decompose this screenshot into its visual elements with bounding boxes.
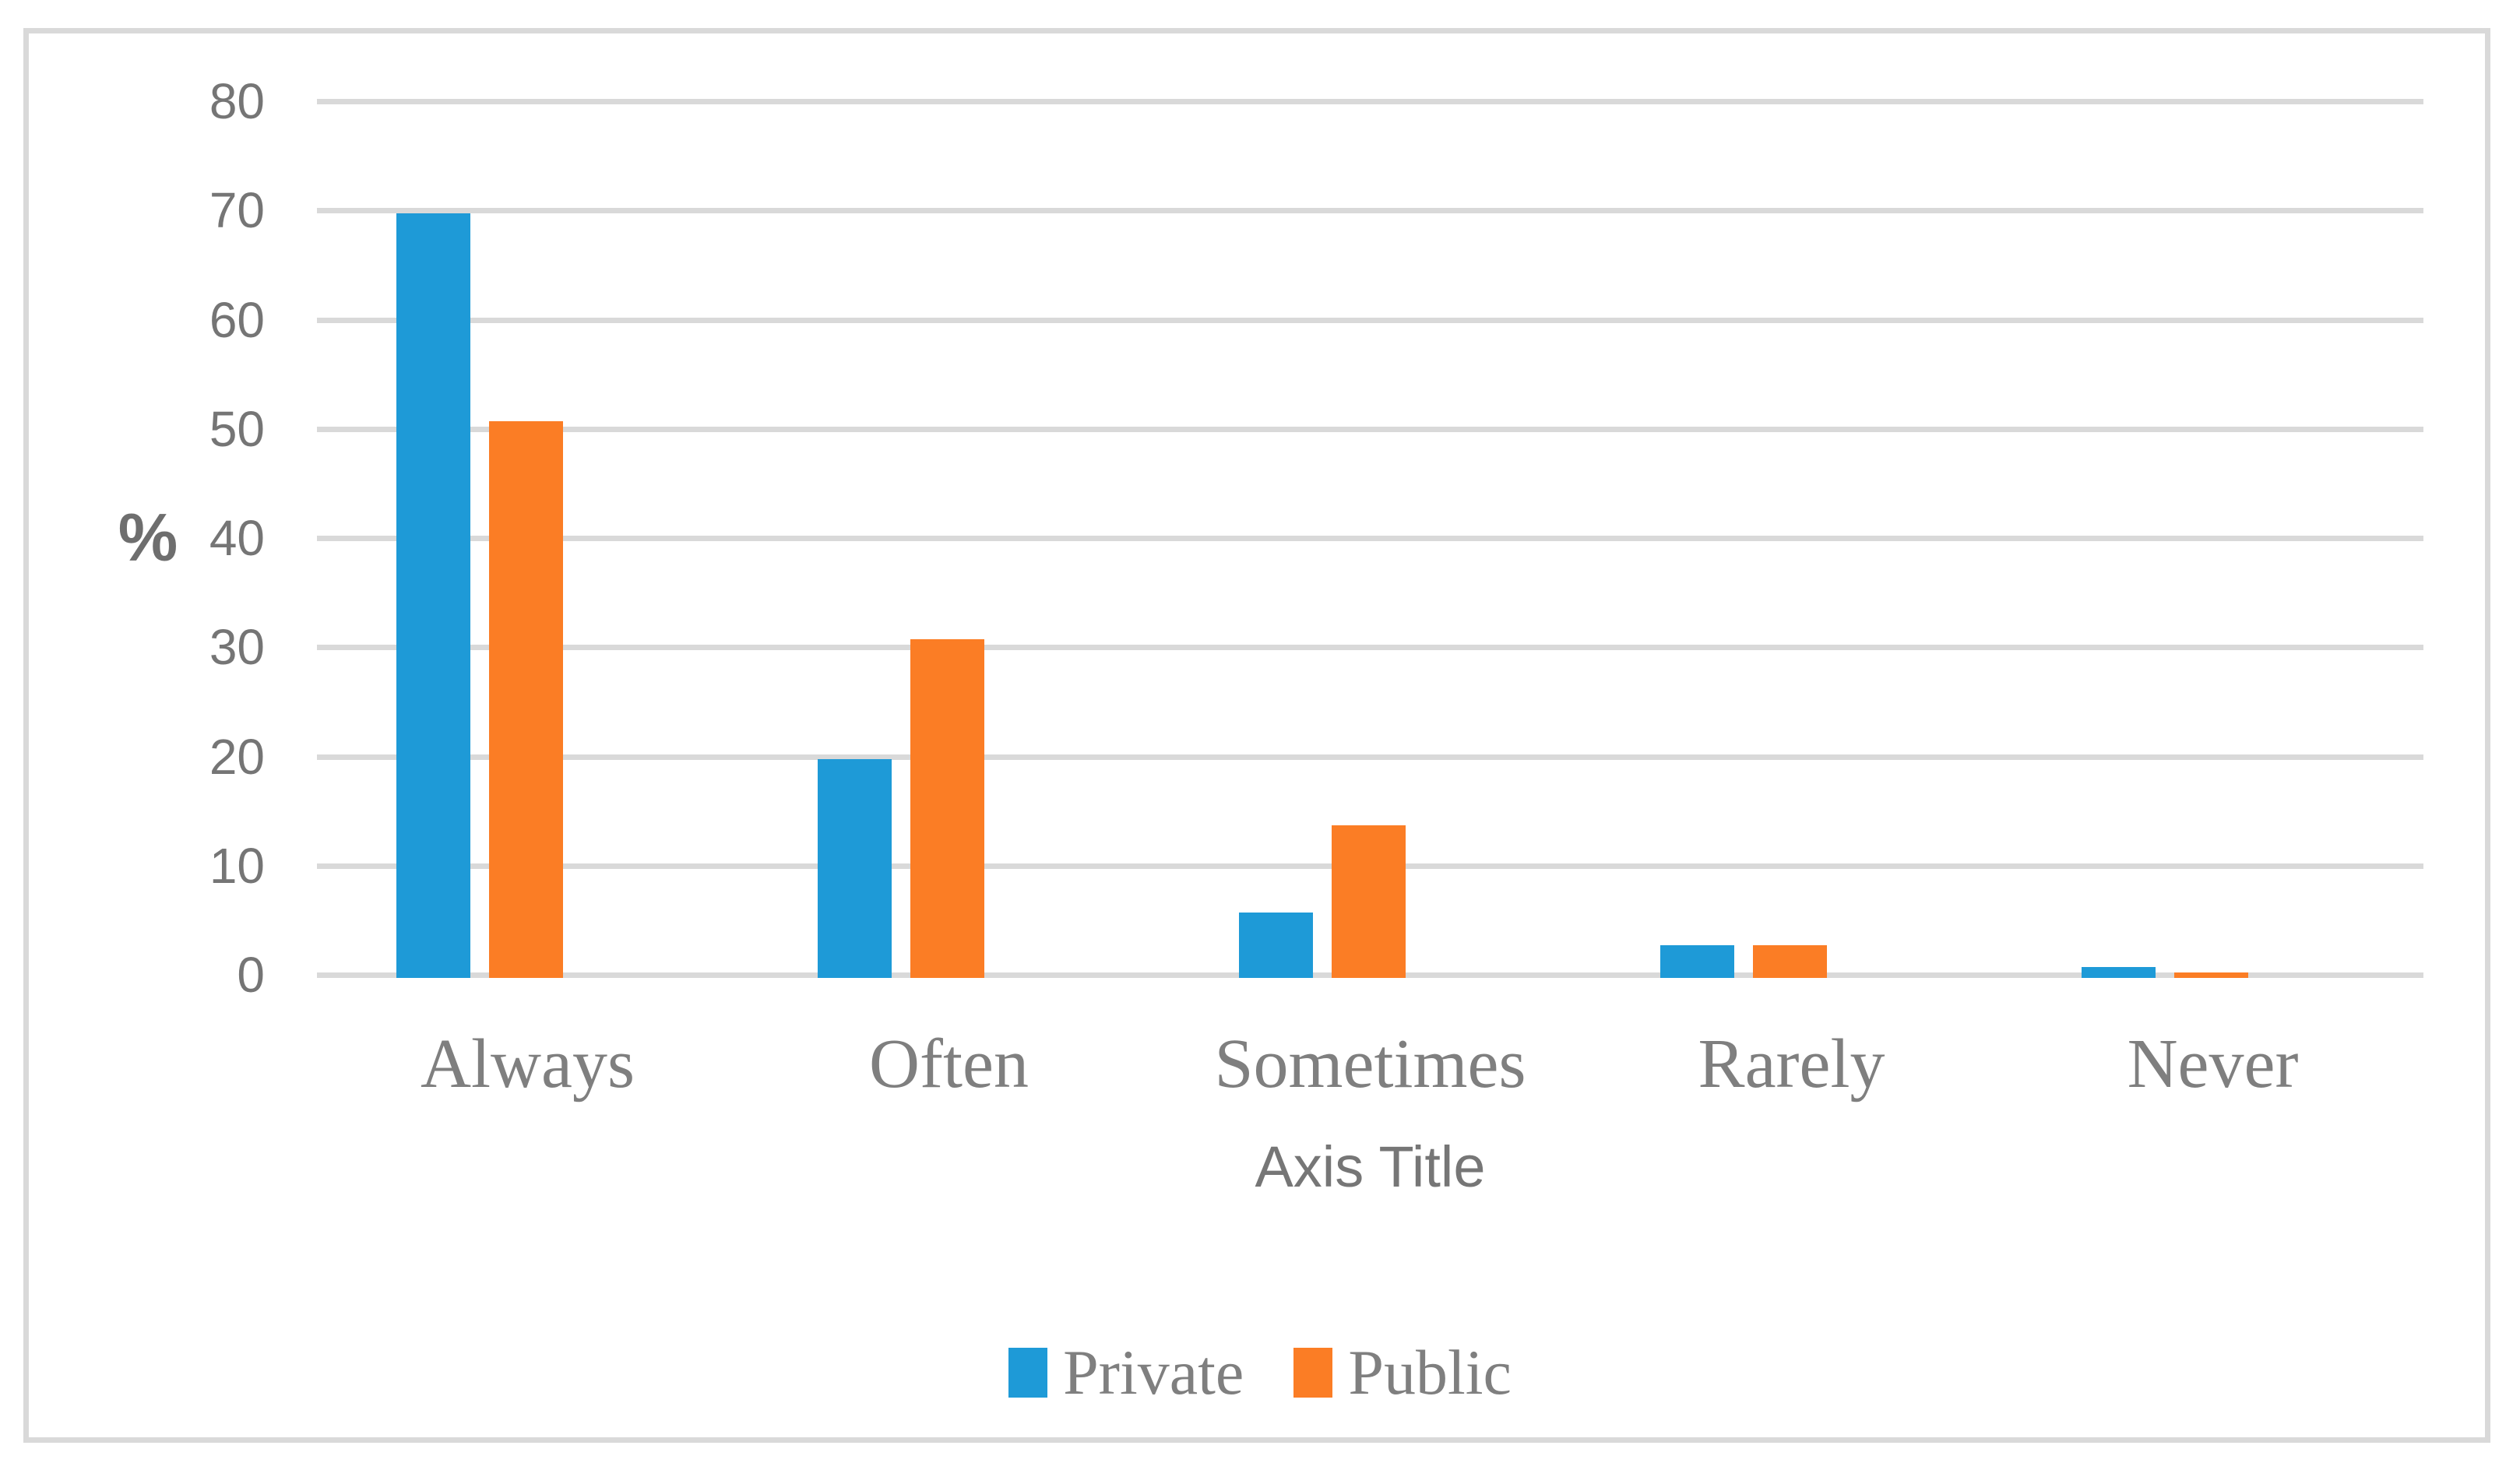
legend-item-public: Public [1293, 1341, 1512, 1405]
bar-private-rarely [1660, 945, 1734, 978]
bar-public-often [910, 639, 984, 978]
chart-frame [23, 28, 2490, 1443]
y-tick-label-30: 30 [209, 619, 265, 676]
bar-private-always [396, 213, 470, 978]
y-tick-label-40: 40 [209, 510, 265, 566]
category-label-sometimes: Sometimes [1214, 1025, 1526, 1102]
y-axis-title: % [118, 501, 178, 575]
legend-swatch-private [1008, 1348, 1048, 1398]
legend: Private Public [0, 1341, 2520, 1405]
legend-label-private: Private [1063, 1337, 1244, 1408]
plot-area [317, 99, 2423, 978]
bar-private-never [2082, 967, 2156, 978]
y-tick-label-70: 70 [209, 182, 265, 239]
category-label-often: Often [869, 1025, 1029, 1102]
gridline-70 [317, 208, 2423, 214]
bar-public-sometimes [1332, 825, 1406, 978]
gridline-50 [317, 426, 2423, 432]
y-tick-label-0: 0 [237, 947, 265, 1003]
legend-swatch-public [1293, 1348, 1333, 1398]
gridline-60 [317, 317, 2423, 323]
legend-label-public: Public [1348, 1337, 1512, 1408]
y-tick-label-50: 50 [209, 400, 265, 457]
gridline-30 [317, 645, 2423, 651]
gridline-20 [317, 754, 2423, 760]
y-tick-label-10: 10 [209, 837, 265, 894]
bar-public-never [2174, 972, 2248, 978]
y-tick-label-20: 20 [209, 728, 265, 785]
bar-public-always [489, 421, 563, 978]
legend-item-private: Private [1008, 1341, 1244, 1405]
bar-public-rarely [1753, 945, 1827, 978]
category-label-never: Never [2127, 1025, 2299, 1102]
x-axis-title: Axis Title [1255, 1134, 1486, 1199]
gridline-80 [317, 99, 2423, 104]
category-label-rarely: Rarely [1698, 1025, 1885, 1102]
y-tick-label-60: 60 [209, 291, 265, 348]
y-tick-label-80: 80 [209, 73, 265, 129]
gridline-40 [317, 536, 2423, 541]
bar-private-sometimes [1239, 913, 1313, 978]
category-label-always: Always [421, 1025, 635, 1102]
bar-private-often [818, 759, 892, 978]
